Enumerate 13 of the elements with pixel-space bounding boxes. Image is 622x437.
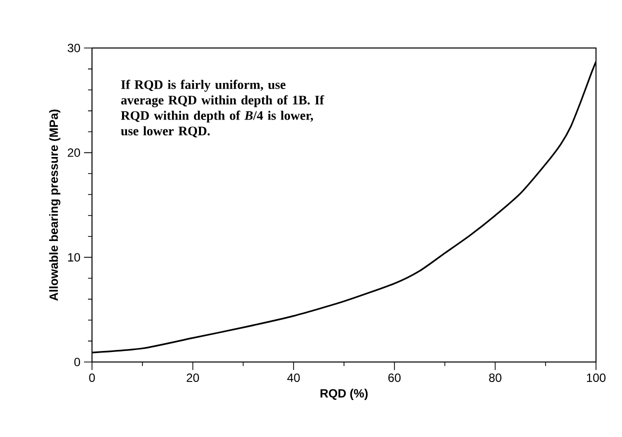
text: If RQD is fairly uniform, use average RQD within depth of 1B. If RQD within depth of B/4 is lower, use lower RQD. [120, 80, 324, 138]
x-tick-label: 40 [287, 373, 300, 382]
y-tick-label: 30 [68, 44, 80, 52]
y-tick-label: 10 [68, 253, 80, 262]
x-tick-label: 20 [186, 373, 199, 382]
x-tick-label: 0 [89, 373, 95, 382]
x-axis-title: RQD (%) [320, 388, 368, 400]
y-axis-title: Allowable bearing pressure (MPa) [49, 110, 60, 301]
y-tick-label: 20 [68, 148, 80, 157]
x-tick-label: 60 [388, 373, 401, 382]
x-tick-label: 100 [586, 373, 606, 382]
x-tick-label: 80 [489, 373, 502, 382]
y-tick-label: 0 [74, 358, 80, 366]
